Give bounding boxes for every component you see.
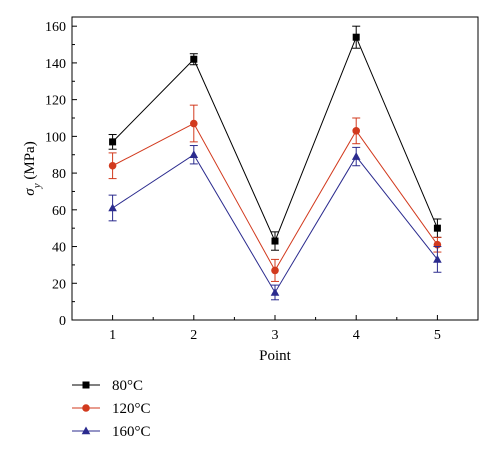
legend-item-1: 120°C xyxy=(72,401,151,417)
data-point xyxy=(189,150,199,159)
data-point xyxy=(433,224,441,232)
y-tick-label: 0 xyxy=(59,314,66,329)
y-axis-title-unit: (MPa) xyxy=(22,141,38,183)
data-point xyxy=(108,203,117,212)
x-tick-label: 3 xyxy=(272,328,279,343)
x-axis: 1 2 3 4 5 xyxy=(109,315,441,343)
y-axis-title-symbol: σ xyxy=(22,188,38,196)
legend: 80°C 120°C 160°C xyxy=(72,378,151,440)
data-point xyxy=(109,138,117,146)
y-tick-label: 20 xyxy=(52,277,66,292)
y-tick-label: 140 xyxy=(45,57,66,72)
y-tick-label: 160 xyxy=(45,20,66,35)
data-point xyxy=(270,287,280,296)
y-axis-title: σy (MPa) xyxy=(22,141,43,195)
data-point xyxy=(351,152,361,160)
y-tick-label: 100 xyxy=(45,130,66,145)
series-2 xyxy=(108,145,442,301)
data-point xyxy=(190,119,198,128)
data-point xyxy=(352,127,361,135)
data-point xyxy=(433,254,442,263)
x-tick-label: 5 xyxy=(434,328,441,343)
series-1 xyxy=(108,104,442,282)
series-line xyxy=(112,35,438,243)
data-point xyxy=(271,266,279,275)
y-tick-label: 60 xyxy=(52,204,66,219)
series-layer xyxy=(108,25,442,301)
legend-marker xyxy=(82,381,90,389)
y-axis: 0 20 40 60 80 100 120 140 160 xyxy=(45,20,77,329)
legend-marker xyxy=(81,426,91,435)
legend-item-2: 160°C xyxy=(72,424,151,440)
data-point xyxy=(190,55,198,63)
data-point xyxy=(352,33,360,41)
data-point xyxy=(271,237,279,245)
y-tick-label: 40 xyxy=(52,241,66,256)
x-tick-label: 4 xyxy=(353,328,360,343)
legend-label: 120°C xyxy=(112,401,151,417)
x-axis-title: Point xyxy=(259,348,292,364)
legend-marker xyxy=(82,404,90,412)
y-tick-label: 80 xyxy=(52,167,66,182)
series-0 xyxy=(108,25,442,251)
x-tick-label: 2 xyxy=(190,328,197,343)
legend-label: 80°C xyxy=(112,378,143,394)
legend-label: 160°C xyxy=(112,424,151,440)
data-point xyxy=(108,161,117,170)
legend-item-0: 80°C xyxy=(72,378,143,394)
x-tick-label: 1 xyxy=(109,328,116,343)
y-axis-title-subscript: y xyxy=(31,183,43,189)
y-tick-label: 120 xyxy=(45,94,66,109)
